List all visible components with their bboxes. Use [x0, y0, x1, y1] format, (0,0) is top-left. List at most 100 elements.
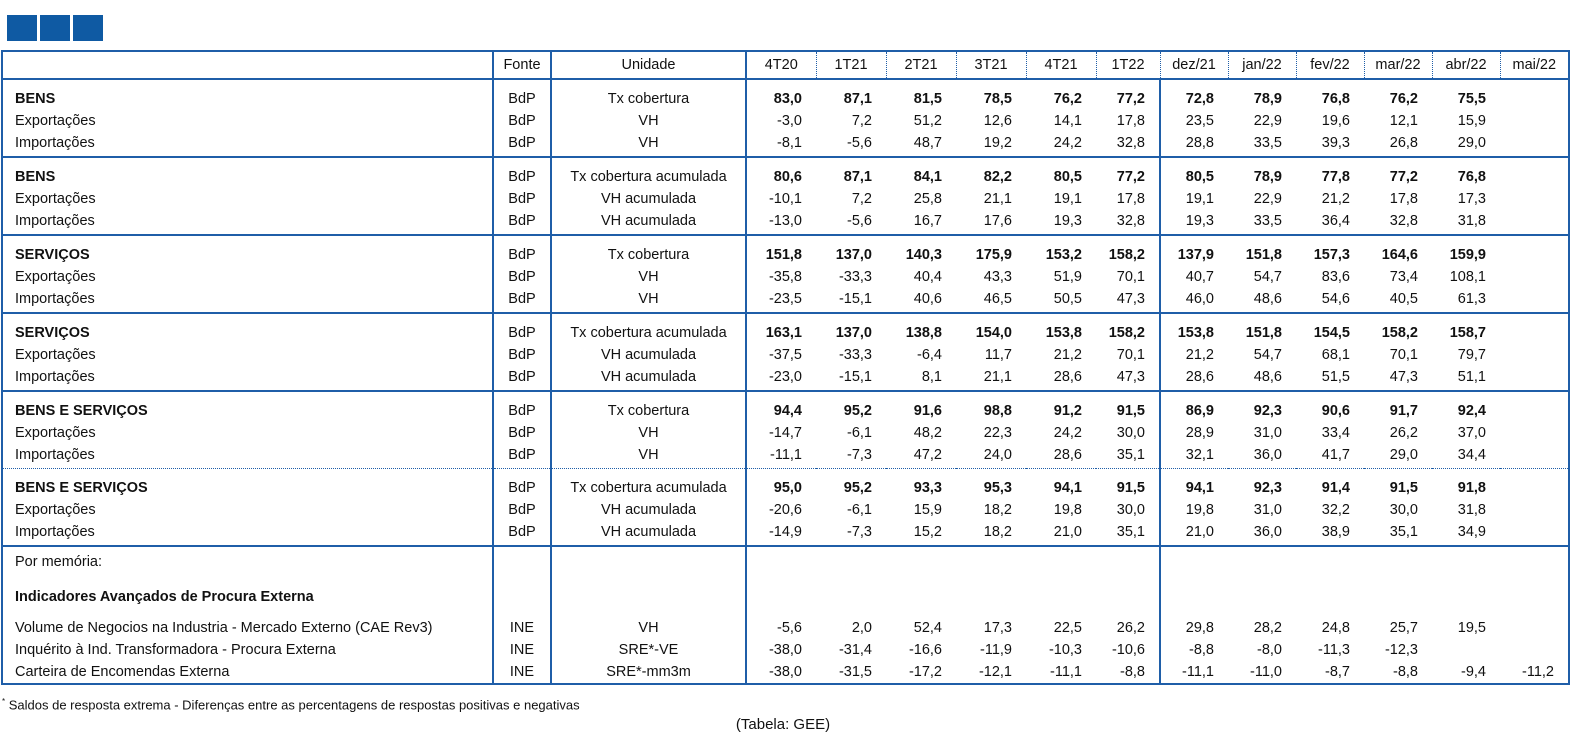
blank-cell	[551, 546, 747, 577]
value-cell: 61,3	[1432, 288, 1500, 314]
value-cell	[1500, 266, 1569, 288]
value-cell: 22,9	[1253, 113, 1282, 129]
value-cell: 47,3	[1364, 366, 1432, 392]
header-period: 1T22	[1095, 51, 1160, 80]
value-cell: 51,5	[1296, 366, 1364, 392]
row-unit: VH acumulada	[551, 366, 747, 392]
row-fonte: INE	[492, 661, 552, 684]
row-label: SERVIÇOS	[15, 325, 90, 341]
value-cell: 28,8	[1159, 132, 1228, 158]
value-cell: 28,6	[1026, 444, 1096, 469]
header-label	[2, 51, 493, 80]
value-cell: 158,2	[1381, 325, 1418, 341]
value-cell: 15,2	[886, 521, 956, 547]
value-cell: 91,2	[1053, 403, 1082, 419]
value-cell: 29,0	[1364, 444, 1432, 469]
value-cell: 25,8	[913, 191, 942, 207]
value-cell: 47,3	[1096, 366, 1160, 392]
value-cell: 91,5	[1116, 403, 1145, 419]
blank-cell	[886, 577, 956, 617]
value-cell: 151,8	[765, 247, 802, 263]
value-cell: -12,3	[1384, 642, 1418, 658]
value-cell: 78,5	[983, 91, 1012, 107]
row-fonte: BdP	[492, 266, 552, 288]
table-group: BENS E SERVIÇOS BdP Tx cobertura 94,4 95,2 91…	[2, 391, 1569, 469]
value-cell: -8,8	[1393, 664, 1418, 680]
table-row: Importações BdP VH acumulada -23,0 -15,1 8,1 2…	[2, 366, 1569, 392]
value-cell	[1500, 444, 1569, 469]
blank-cell	[816, 546, 886, 577]
value-cell: -9,4	[1461, 664, 1486, 680]
value-cell: 12,1	[1389, 113, 1418, 129]
row-label: Exportações	[15, 347, 96, 363]
row-label: Importações	[2, 366, 493, 392]
value-cell	[1500, 313, 1569, 344]
value-cell: 17,3	[983, 620, 1012, 636]
value-cell: 138,8	[905, 325, 942, 341]
value-cell: -7,3	[816, 444, 886, 469]
value-cell: 37,0	[1457, 425, 1486, 441]
value-cell: 81,5	[913, 91, 942, 107]
table-row: Exportações BdP VH acumulada -37,5 -33,3 -6,4…	[2, 344, 1569, 366]
row-unit: Tx cobertura	[551, 235, 747, 266]
value-cell: 77,8	[1321, 169, 1350, 185]
header-period: abr/22	[1431, 51, 1500, 80]
value-cell: 54,7	[1253, 347, 1282, 363]
value-cell: 40,5	[1364, 288, 1432, 314]
value-cell: 76,8	[1321, 91, 1350, 107]
value-cell: -17,2	[908, 664, 942, 680]
value-cell: 34,9	[1432, 521, 1500, 547]
value-cell: 76,2	[1389, 91, 1418, 107]
value-cell: 31,0	[1253, 425, 1282, 441]
value-cell: 78,9	[1253, 169, 1282, 185]
value-cell: 40,7	[1159, 266, 1228, 288]
row-label: Importações	[2, 210, 493, 236]
value-cell: 137,0	[835, 247, 872, 263]
row-unit: VH acumulada	[551, 499, 747, 521]
value-cell: 52,4	[913, 620, 942, 636]
value-cell: 77,2	[1389, 169, 1418, 185]
table-row: Exportações BdP VH -3,0 7,2 51,2 12,6 14,1 17,8 2…	[2, 110, 1569, 132]
value-cell: 21,1	[956, 366, 1026, 392]
value-cell: 48,6	[1228, 288, 1296, 314]
table-row: Exportações BdP VH acumulada -20,6 -6,1 15,9 1…	[2, 499, 1569, 521]
blank-cell	[1296, 577, 1364, 617]
value-cell: 32,1	[1159, 444, 1228, 469]
blank-cell	[1364, 546, 1432, 577]
value-cell: 15,9	[1457, 113, 1486, 129]
blank-cell	[886, 546, 956, 577]
value-cell: -6,4	[917, 347, 942, 363]
value-cell	[1500, 391, 1569, 422]
memo-group: Por memória: Indicadores Avançados de Pro…	[2, 546, 1569, 684]
header-period: 2T21	[885, 51, 956, 80]
table-row: Importações BdP VH acumulada -14,9 -7,3 15,2 1…	[2, 521, 1569, 547]
logo-square	[40, 15, 70, 41]
blank-cell	[1500, 577, 1569, 617]
row-unit: VH	[551, 110, 747, 132]
value-cell: 33,4	[1321, 425, 1350, 441]
logo-square	[7, 15, 37, 41]
value-cell: 36,4	[1296, 210, 1364, 236]
value-cell: 94,1	[1053, 480, 1082, 496]
blank-cell	[746, 577, 816, 617]
row-fonte: BdP	[492, 499, 552, 521]
row-label: Exportações	[15, 113, 96, 129]
value-cell: -6,1	[847, 502, 872, 518]
blank-cell	[1026, 546, 1096, 577]
value-cell: 28,6	[1026, 366, 1096, 392]
table-group: BENS E SERVIÇOS BdP Tx cobertura acumulada…	[2, 468, 1569, 547]
table-row: Inquérito à Ind. Transformadora - Procur…	[2, 639, 1569, 661]
value-cell: -35,8	[768, 269, 802, 285]
header-fonte: Fonte	[492, 51, 552, 80]
value-cell: -8,7	[1325, 664, 1350, 680]
value-cell: 19,6	[1321, 113, 1350, 129]
value-cell: 175,9	[975, 247, 1012, 263]
table-row: Importações BdP VH acumulada -13,0 -5,6 16,7 1…	[2, 210, 1569, 236]
value-cell: 2,0	[851, 620, 872, 636]
value-cell: 48,7	[886, 132, 956, 158]
row-fonte: BdP	[492, 468, 552, 499]
table-group: SERVIÇOS BdP Tx cobertura 151,8 137,0 140,3 17…	[2, 235, 1569, 314]
value-cell: 137,0	[835, 325, 872, 341]
value-cell: 94,4	[773, 403, 802, 419]
header-period: 1T21	[815, 51, 886, 80]
